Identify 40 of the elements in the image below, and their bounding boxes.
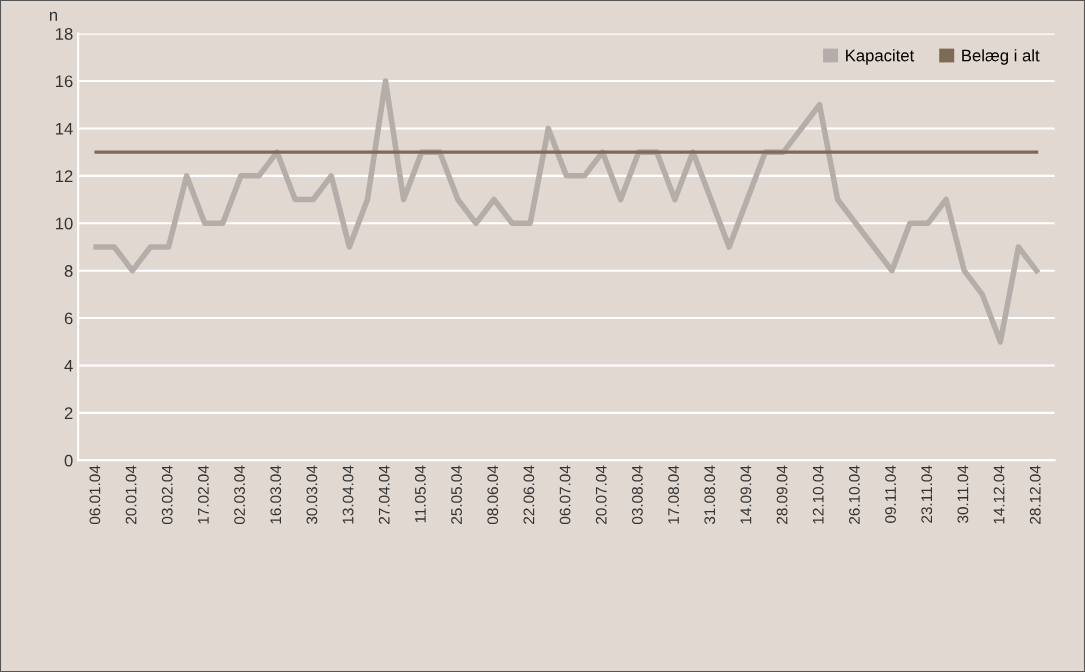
x-tick-label: 14.12.04 [993, 465, 1005, 524]
legend-label: Kapacitet [846, 49, 915, 65]
x-tick-label: 17.02.04 [197, 465, 209, 524]
x-tick-label: 26.10.04 [848, 465, 860, 524]
x-tick-label: 28.09.04 [776, 465, 788, 524]
y-tick-label: 8 [64, 265, 73, 277]
x-tick-label: 20.01.04 [125, 465, 137, 524]
x-tick-label: 12.10.04 [812, 465, 824, 524]
x-tick-label: 23.11.04 [921, 465, 933, 523]
x-tick-label: 16.03.04 [270, 465, 282, 524]
x-tick-label: 03.02.04 [161, 465, 173, 525]
x-tick-label: 11.05.04 [414, 465, 426, 523]
y-tick-label: 16 [55, 75, 73, 88]
y-tick-label: 14 [55, 123, 73, 135]
x-tick-label: 30.03.04 [306, 465, 318, 525]
y-tick-label: 2 [64, 407, 73, 419]
x-tick-label: 03.08.04 [631, 465, 643, 525]
x-tick-label: 31.08.04 [704, 465, 716, 525]
y-tick-label: 0 [64, 454, 73, 467]
y-tick-label: 4 [64, 360, 73, 372]
y-tick-label: 6 [64, 312, 73, 325]
x-tick-label: 28.12.04 [1029, 465, 1041, 524]
x-tick-label: 20.07.04 [595, 465, 607, 524]
x-tick-label: 13.04.04 [342, 465, 354, 524]
x-tick-label: 30.11.04 [957, 465, 969, 523]
x-tick-label: 06.07.04 [559, 465, 571, 525]
x-tick-label: 27.04.04 [378, 465, 390, 524]
legend-label: Belæg i alt [962, 49, 1040, 65]
x-tick-label: 02.03.04 [234, 465, 245, 525]
x-tick-label: 22.06.04 [523, 465, 535, 524]
y-axis-title: n [49, 11, 58, 21]
x-tick-label: 17.08.04 [668, 465, 679, 524]
x-tick-label: 09.11.04 [885, 465, 896, 523]
y-tick-label: 12 [55, 170, 73, 182]
x-tick-label: 08.06.04 [487, 465, 499, 525]
y-tick-label: 10 [55, 217, 73, 230]
x-tick-label: 14.09.04 [740, 465, 752, 524]
x-tick-label: 06.01.04 [89, 465, 101, 525]
y-tick-label: 18 [55, 28, 73, 40]
x-tick-label: 25.05.04 [451, 465, 462, 524]
